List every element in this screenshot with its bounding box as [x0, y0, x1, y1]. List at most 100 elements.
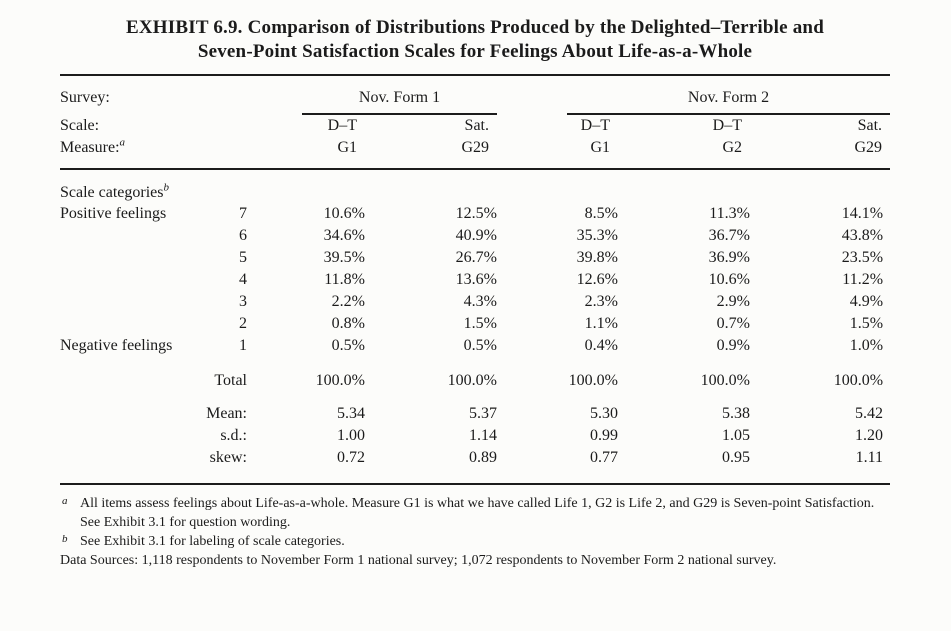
- data-sources: Data Sources: 1,118 respondents to Novem…: [60, 553, 777, 568]
- spacer-cell: [190, 76, 247, 115]
- value-cell: 5.30: [590, 405, 618, 422]
- stat-label: skew:: [209, 449, 247, 466]
- value-cell: 12.5%: [455, 205, 497, 222]
- value-cell: 2.9%: [716, 293, 750, 310]
- footnote-b: b See Exhibit 3.1 for labeling of scale …: [60, 532, 890, 551]
- survey-label: Survey:: [60, 89, 110, 106]
- exhibit-title-line1: EXHIBIT 6.9. Comparison of Distributions…: [126, 17, 824, 38]
- value-cell: 1.00: [337, 427, 365, 444]
- value-cell: 39.5%: [323, 249, 365, 266]
- exhibit-title: EXHIBIT 6.9. Comparison of Distributions…: [60, 16, 890, 64]
- value-cell: 1.05: [722, 427, 750, 444]
- measure-header: G29: [365, 137, 497, 170]
- value-cell: 5.34: [337, 405, 365, 422]
- exhibit-content: EXHIBIT 6.9. Comparison of Distributions…: [60, 16, 891, 570]
- measure-header: G1: [497, 137, 618, 170]
- value-cell: 11.2%: [842, 271, 884, 288]
- value-cell: 1.11: [855, 449, 884, 466]
- scale-category: 1: [239, 337, 247, 354]
- footnote-a: a All items assess feelings about Life-a…: [60, 494, 890, 532]
- footnote-a-marker: a: [62, 495, 68, 507]
- measure-label: Measure:a: [60, 137, 190, 170]
- value-cell: 2.3%: [584, 293, 618, 310]
- footnotes: a All items assess feelings about Life-a…: [60, 494, 890, 570]
- table-row: 3 2.2% 4.3% 2.3% 2.9% 4.9%: [60, 291, 890, 313]
- survey-header-row: Survey: Nov. Form 1 Nov. Form 2: [60, 76, 891, 115]
- bottom-rule: [60, 483, 890, 485]
- value-cell: 1.20: [855, 427, 884, 444]
- scale-category: 7: [239, 205, 247, 222]
- spacer-cell: [190, 115, 247, 137]
- value-cell: 43.8%: [841, 227, 884, 244]
- value-cell: 100.0%: [700, 372, 750, 389]
- survey-group-form1-label: Nov. Form 1: [302, 88, 497, 115]
- value-cell: 10.6%: [708, 271, 750, 288]
- value-cell: 1.14: [469, 427, 497, 444]
- value-cell: 36.9%: [708, 249, 750, 266]
- scale-category: 4: [239, 271, 247, 288]
- value-cell: 4.3%: [463, 293, 497, 310]
- stat-row-skew: skew: 0.72 0.89 0.77 0.95 1.11: [60, 447, 890, 469]
- row-label: [60, 291, 190, 313]
- value-cell: 1.1%: [584, 315, 618, 332]
- spacer-cell: [190, 137, 247, 170]
- value-cell: 10.6%: [323, 205, 365, 222]
- value-cell: 11.8%: [324, 271, 365, 288]
- scale-category: 2: [239, 315, 247, 332]
- value-cell: 0.7%: [716, 315, 750, 332]
- value-cell: 0.5%: [331, 337, 365, 354]
- value-cell: 100.0%: [833, 372, 884, 389]
- value-cell: 36.7%: [708, 227, 750, 244]
- value-cell: 5.42: [855, 405, 884, 422]
- scale-category: 3: [239, 293, 247, 310]
- stat-label: Mean:: [206, 405, 247, 422]
- total-label: Total: [214, 372, 247, 389]
- table-row: 5 39.5% 26.7% 39.8% 36.9% 23.5%: [60, 247, 890, 269]
- value-cell: 40.9%: [455, 227, 497, 244]
- table-row: Positive feelings 7 10.6% 12.5% 8.5% 11.…: [60, 203, 890, 225]
- comparison-table: Survey: Nov. Form 1 Nov. Form 2 Scale: D…: [60, 76, 891, 469]
- row-label: [60, 225, 190, 247]
- table-row: Negative feelings 1 0.5% 0.5% 0.4% 0.9% …: [60, 335, 890, 357]
- row-label: Negative feelings: [60, 337, 173, 354]
- value-cell: 100.0%: [568, 372, 618, 389]
- value-cell: 23.5%: [841, 249, 884, 266]
- row-label: Positive feelings: [60, 205, 167, 222]
- table-row: 6 34.6% 40.9% 35.3% 36.7% 43.8%: [60, 225, 890, 247]
- value-cell: 1.5%: [463, 315, 497, 332]
- footnote-b-text: See Exhibit 3.1 for labeling of scale ca…: [80, 534, 345, 549]
- scale-label: Scale:: [60, 117, 100, 134]
- value-cell: 0.77: [590, 449, 618, 466]
- top-rule: [60, 74, 890, 76]
- value-cell: 0.8%: [331, 315, 365, 332]
- row-label: [60, 313, 190, 335]
- value-cell: 11.3%: [709, 205, 750, 222]
- row-label: [60, 269, 190, 291]
- value-cell: 1.0%: [849, 337, 884, 354]
- value-cell: 34.6%: [323, 227, 365, 244]
- table-row: 2 0.8% 1.5% 1.1% 0.7% 1.5%: [60, 313, 890, 335]
- measure-header: G29: [750, 137, 891, 170]
- row-label: [60, 247, 190, 269]
- table-row: 4 11.8% 13.6% 12.6% 10.6% 11.2%: [60, 269, 890, 291]
- scale-header: Sat.: [464, 117, 489, 134]
- value-cell: 39.8%: [576, 249, 618, 266]
- value-cell: 0.89: [469, 449, 497, 466]
- value-cell: 26.7%: [455, 249, 497, 266]
- measure-header-row: Measure:a G1 G29 G1 G2 G29: [60, 137, 891, 170]
- value-cell: 5.38: [722, 405, 750, 422]
- value-cell: 12.6%: [576, 271, 618, 288]
- value-cell: 100.0%: [447, 372, 497, 389]
- measure-header: G1: [247, 137, 365, 170]
- scale-header: D–T: [712, 117, 742, 134]
- value-cell: 1.5%: [849, 315, 884, 332]
- value-cell: 100.0%: [315, 372, 365, 389]
- scale-header-row: Scale: D–T Sat. D–T D–T Sat.: [60, 115, 890, 137]
- scale-header: Sat.: [857, 117, 883, 134]
- value-cell: 0.4%: [584, 337, 618, 354]
- scale-header: D–T: [580, 117, 610, 134]
- total-row: Total 100.0% 100.0% 100.0% 100.0% 100.0%: [60, 357, 890, 392]
- value-cell: 8.5%: [584, 205, 618, 222]
- footnote-marker-b: b: [163, 181, 170, 194]
